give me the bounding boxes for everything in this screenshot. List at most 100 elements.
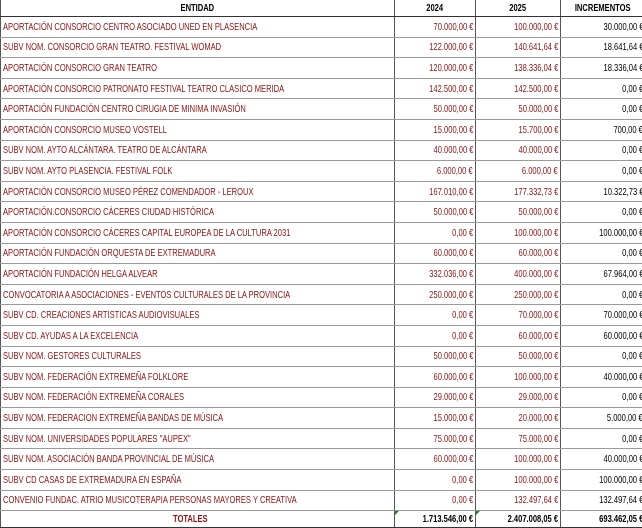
cell-incremento[interactable]: 0,00 € — [560, 160, 642, 182]
cell-2025[interactable]: 100.000,00 € — [475, 469, 561, 491]
cell-2025[interactable]: 15.700,00 € — [475, 119, 561, 141]
cell-2024[interactable]: 6.000,00 € — [394, 160, 476, 182]
cell-2024[interactable]: 60.000,00 € — [394, 243, 476, 265]
cell-incremento[interactable]: 40.000,00 € — [560, 448, 642, 471]
cell-2024[interactable]: 120.000,00 € — [394, 57, 476, 79]
cell-incremento[interactable]: 100.000,00 € — [560, 469, 642, 491]
cell-entidad[interactable]: SUBV NOM. FEDERACIÓN EXTREMEÑA CORALES — [0, 387, 395, 409]
cell-incremento[interactable]: 0,00 € — [560, 78, 642, 100]
cell-2024[interactable]: 0,00 € — [394, 304, 476, 326]
cell-2024[interactable]: 60.000,00 € — [394, 448, 476, 471]
cell-2024[interactable]: 15.000,00 € — [394, 119, 476, 141]
cell-entidad[interactable]: APORTACIÓN CONSORCIO GRAN TEATRO — [0, 57, 395, 79]
cell-entidad[interactable]: SUBV NOM. FEDERACIÓN EXTREMEÑA FOLKLORE — [0, 366, 395, 388]
header-2025[interactable]: 2025 — [475, 0, 561, 17]
cell-2025[interactable]: 50.000,00 € — [475, 346, 561, 368]
cell-entidad[interactable]: SUBV NOM. CONSORCIO GRAN TEATRO. FESTIVA… — [0, 37, 395, 59]
cell-entidad[interactable]: SUBV CD. CREACIONES ARTISTICAS AUDIOVISU… — [0, 304, 395, 326]
cell-incremento[interactable]: 5.000,00 € — [560, 407, 642, 429]
cell-2025[interactable]: 400.000,00 € — [475, 263, 561, 285]
cell-2024[interactable]: 250.000,00 € — [394, 284, 476, 306]
cell-entidad[interactable]: SUBV NOM. AYTO ALCÁNTARA. TEATRO DE ALCÁ… — [0, 140, 395, 162]
total-2025[interactable]: 2.407.008,05 € — [475, 510, 561, 528]
cell-2024[interactable]: 122.000,00 € — [394, 37, 476, 59]
cell-2025[interactable]: 20.000,00 € — [475, 407, 561, 429]
cell-entidad[interactable]: APORTACIÓN FUNDACIÓN CENTRO CIRUGIA DE M… — [0, 98, 395, 120]
cell-2025[interactable]: 142.500,00 € — [475, 78, 561, 100]
cell-2025[interactable]: 177.332,73 € — [475, 181, 561, 203]
cell-entidad[interactable]: APORTACIÓN FUNDACIÓN HELGA ALVEAR — [0, 263, 395, 285]
cell-2024[interactable]: 0,00 € — [394, 222, 476, 244]
header-2024[interactable]: 2024 — [394, 0, 476, 17]
cell-entidad[interactable]: APORTACIÓN CONSORCIO CÁCERES CAPITAL EUR… — [0, 222, 395, 244]
cell-incremento[interactable]: 10.322,73 € — [560, 181, 642, 203]
cell-entidad[interactable]: CONVOCATORIA A ASOCIACIONES - EVENTOS CU… — [0, 284, 395, 306]
cell-2025[interactable]: 250.000,00 € — [475, 284, 561, 306]
cell-2025[interactable]: 140.641,64 € — [475, 37, 561, 59]
cell-incremento[interactable]: 700,00 € — [560, 119, 642, 141]
cell-entidad[interactable]: SUBV CD. AYUDAS A LA EXCELENCIA — [0, 325, 395, 347]
cell-2024[interactable]: 60.000,00 € — [394, 366, 476, 388]
header-entidad[interactable]: ENTIDAD — [0, 0, 395, 17]
cell-entidad[interactable]: SUBV CD CASAS DE EXTREMADURA EN ESPAÑA — [0, 469, 395, 491]
cell-2025[interactable]: 100.000,00 € — [475, 448, 561, 471]
cell-2024[interactable]: 75.000,00 € — [394, 428, 476, 450]
cell-incremento[interactable]: 0,00 € — [560, 243, 642, 265]
cell-2025[interactable]: 50.000,00 € — [475, 98, 561, 120]
cell-2025[interactable]: 70.000,00 € — [475, 304, 561, 326]
cell-2025[interactable]: 60.000,00 € — [475, 325, 561, 347]
cell-2025[interactable]: 29.000,00 € — [475, 387, 561, 409]
cell-entidad[interactable]: SUBV NOM. UNIVERSIDADES POPULARES "AUPEX… — [0, 428, 395, 450]
cell-2024[interactable]: 70.000,00 € — [394, 16, 476, 38]
totals-label[interactable]: TOTALES — [0, 510, 395, 528]
cell-2024[interactable]: 0,00 € — [394, 325, 476, 347]
cell-2025[interactable]: 6.000,00 € — [475, 160, 561, 182]
cell-entidad[interactable]: APORTACIÓN FUNDACIÓN ORQUESTA DE EXTREMA… — [0, 243, 395, 265]
cell-incremento[interactable]: 132.497,64 € — [560, 490, 642, 512]
cell-2024[interactable]: 50.000,00 € — [394, 201, 476, 223]
cell-entidad[interactable]: APORTACIÓN CONSORCIO MUSEO VOSTELL — [0, 119, 395, 141]
cell-entidad[interactable]: SUBV NOM. ASOCIACIÓN BANDA PROVINCIAL DE… — [0, 448, 395, 471]
cell-2024[interactable]: 50.000,00 € — [394, 346, 476, 368]
total-incrementos[interactable]: 693.462,05 € — [560, 510, 642, 528]
cell-incremento[interactable]: 0,00 € — [560, 140, 642, 162]
cell-entidad[interactable]: SUBV NOM. AYTO PLASENCIA. FESTIVAL FOLK — [0, 160, 395, 182]
cell-2025[interactable]: 100.000,00 € — [475, 16, 561, 38]
cell-2025[interactable]: 75.000,00 € — [475, 428, 561, 450]
cell-incremento[interactable]: 40.000,00 € — [560, 366, 642, 388]
cell-incremento[interactable]: 60.000,00 € — [560, 325, 642, 347]
cell-entidad[interactable]: APORTACIÓN CONSORCIO PATRONATO FESTIVAL … — [0, 78, 395, 100]
cell-incremento[interactable]: 0,00 € — [560, 284, 642, 306]
cell-entidad[interactable]: APORTACIÓN CONSORCIO CENTRO ASOCIADO UNE… — [0, 16, 395, 38]
cell-incremento[interactable]: 70.000,00 € — [560, 304, 642, 326]
cell-2025[interactable]: 50.000,00 € — [475, 201, 561, 223]
total-2024[interactable]: 1.713.546,00 € — [394, 510, 476, 528]
cell-2024[interactable]: 0,00 € — [394, 490, 476, 512]
cell-incremento[interactable]: 0,00 € — [560, 428, 642, 450]
cell-entidad[interactable]: SUBV NOM. GESTORES CULTURALES — [0, 346, 395, 368]
cell-2024[interactable]: 167.010,00 € — [394, 181, 476, 203]
cell-incremento[interactable]: 0,00 € — [560, 346, 642, 368]
cell-2025[interactable]: 100.000,00 € — [475, 366, 561, 388]
cell-2024[interactable]: 29.000,00 € — [394, 387, 476, 409]
cell-2025[interactable]: 100.000,00 € — [475, 222, 561, 244]
cell-incremento[interactable]: 30.000,00 € — [560, 16, 642, 38]
cell-incremento[interactable]: 0,00 € — [560, 387, 642, 409]
cell-2025[interactable]: 40.000,00 € — [475, 140, 561, 162]
cell-incremento[interactable]: 0,00 € — [560, 201, 642, 223]
cell-incremento[interactable]: 18.336,04 € — [560, 57, 642, 79]
cell-2024[interactable]: 142.500,00 € — [394, 78, 476, 100]
cell-2024[interactable]: 50.000,00 € — [394, 98, 476, 120]
cell-entidad[interactable]: APORTACIÓN CONSORCIO MUSEO PÉREZ COMENDA… — [0, 181, 395, 203]
cell-incremento[interactable]: 0,00 € — [560, 98, 642, 120]
cell-2025[interactable]: 60.000,00 € — [475, 243, 561, 265]
cell-incremento[interactable]: 67.964,00 € — [560, 263, 642, 285]
cell-entidad[interactable]: CONVENIO FUNDAC. ATRIO MUSICOTERAPIA PER… — [0, 490, 395, 512]
cell-2024[interactable]: 332.036,00 € — [394, 263, 476, 285]
cell-incremento[interactable]: 100.000,00 € — [560, 222, 642, 244]
cell-incremento[interactable]: 18.641,64 € — [560, 37, 642, 59]
header-incrementos[interactable]: INCREMENTOS — [560, 0, 642, 17]
cell-2024[interactable]: 15.000,00 € — [394, 407, 476, 429]
cell-2024[interactable]: 40.000,00 € — [394, 140, 476, 162]
cell-2025[interactable]: 138.336,04 € — [475, 57, 561, 79]
